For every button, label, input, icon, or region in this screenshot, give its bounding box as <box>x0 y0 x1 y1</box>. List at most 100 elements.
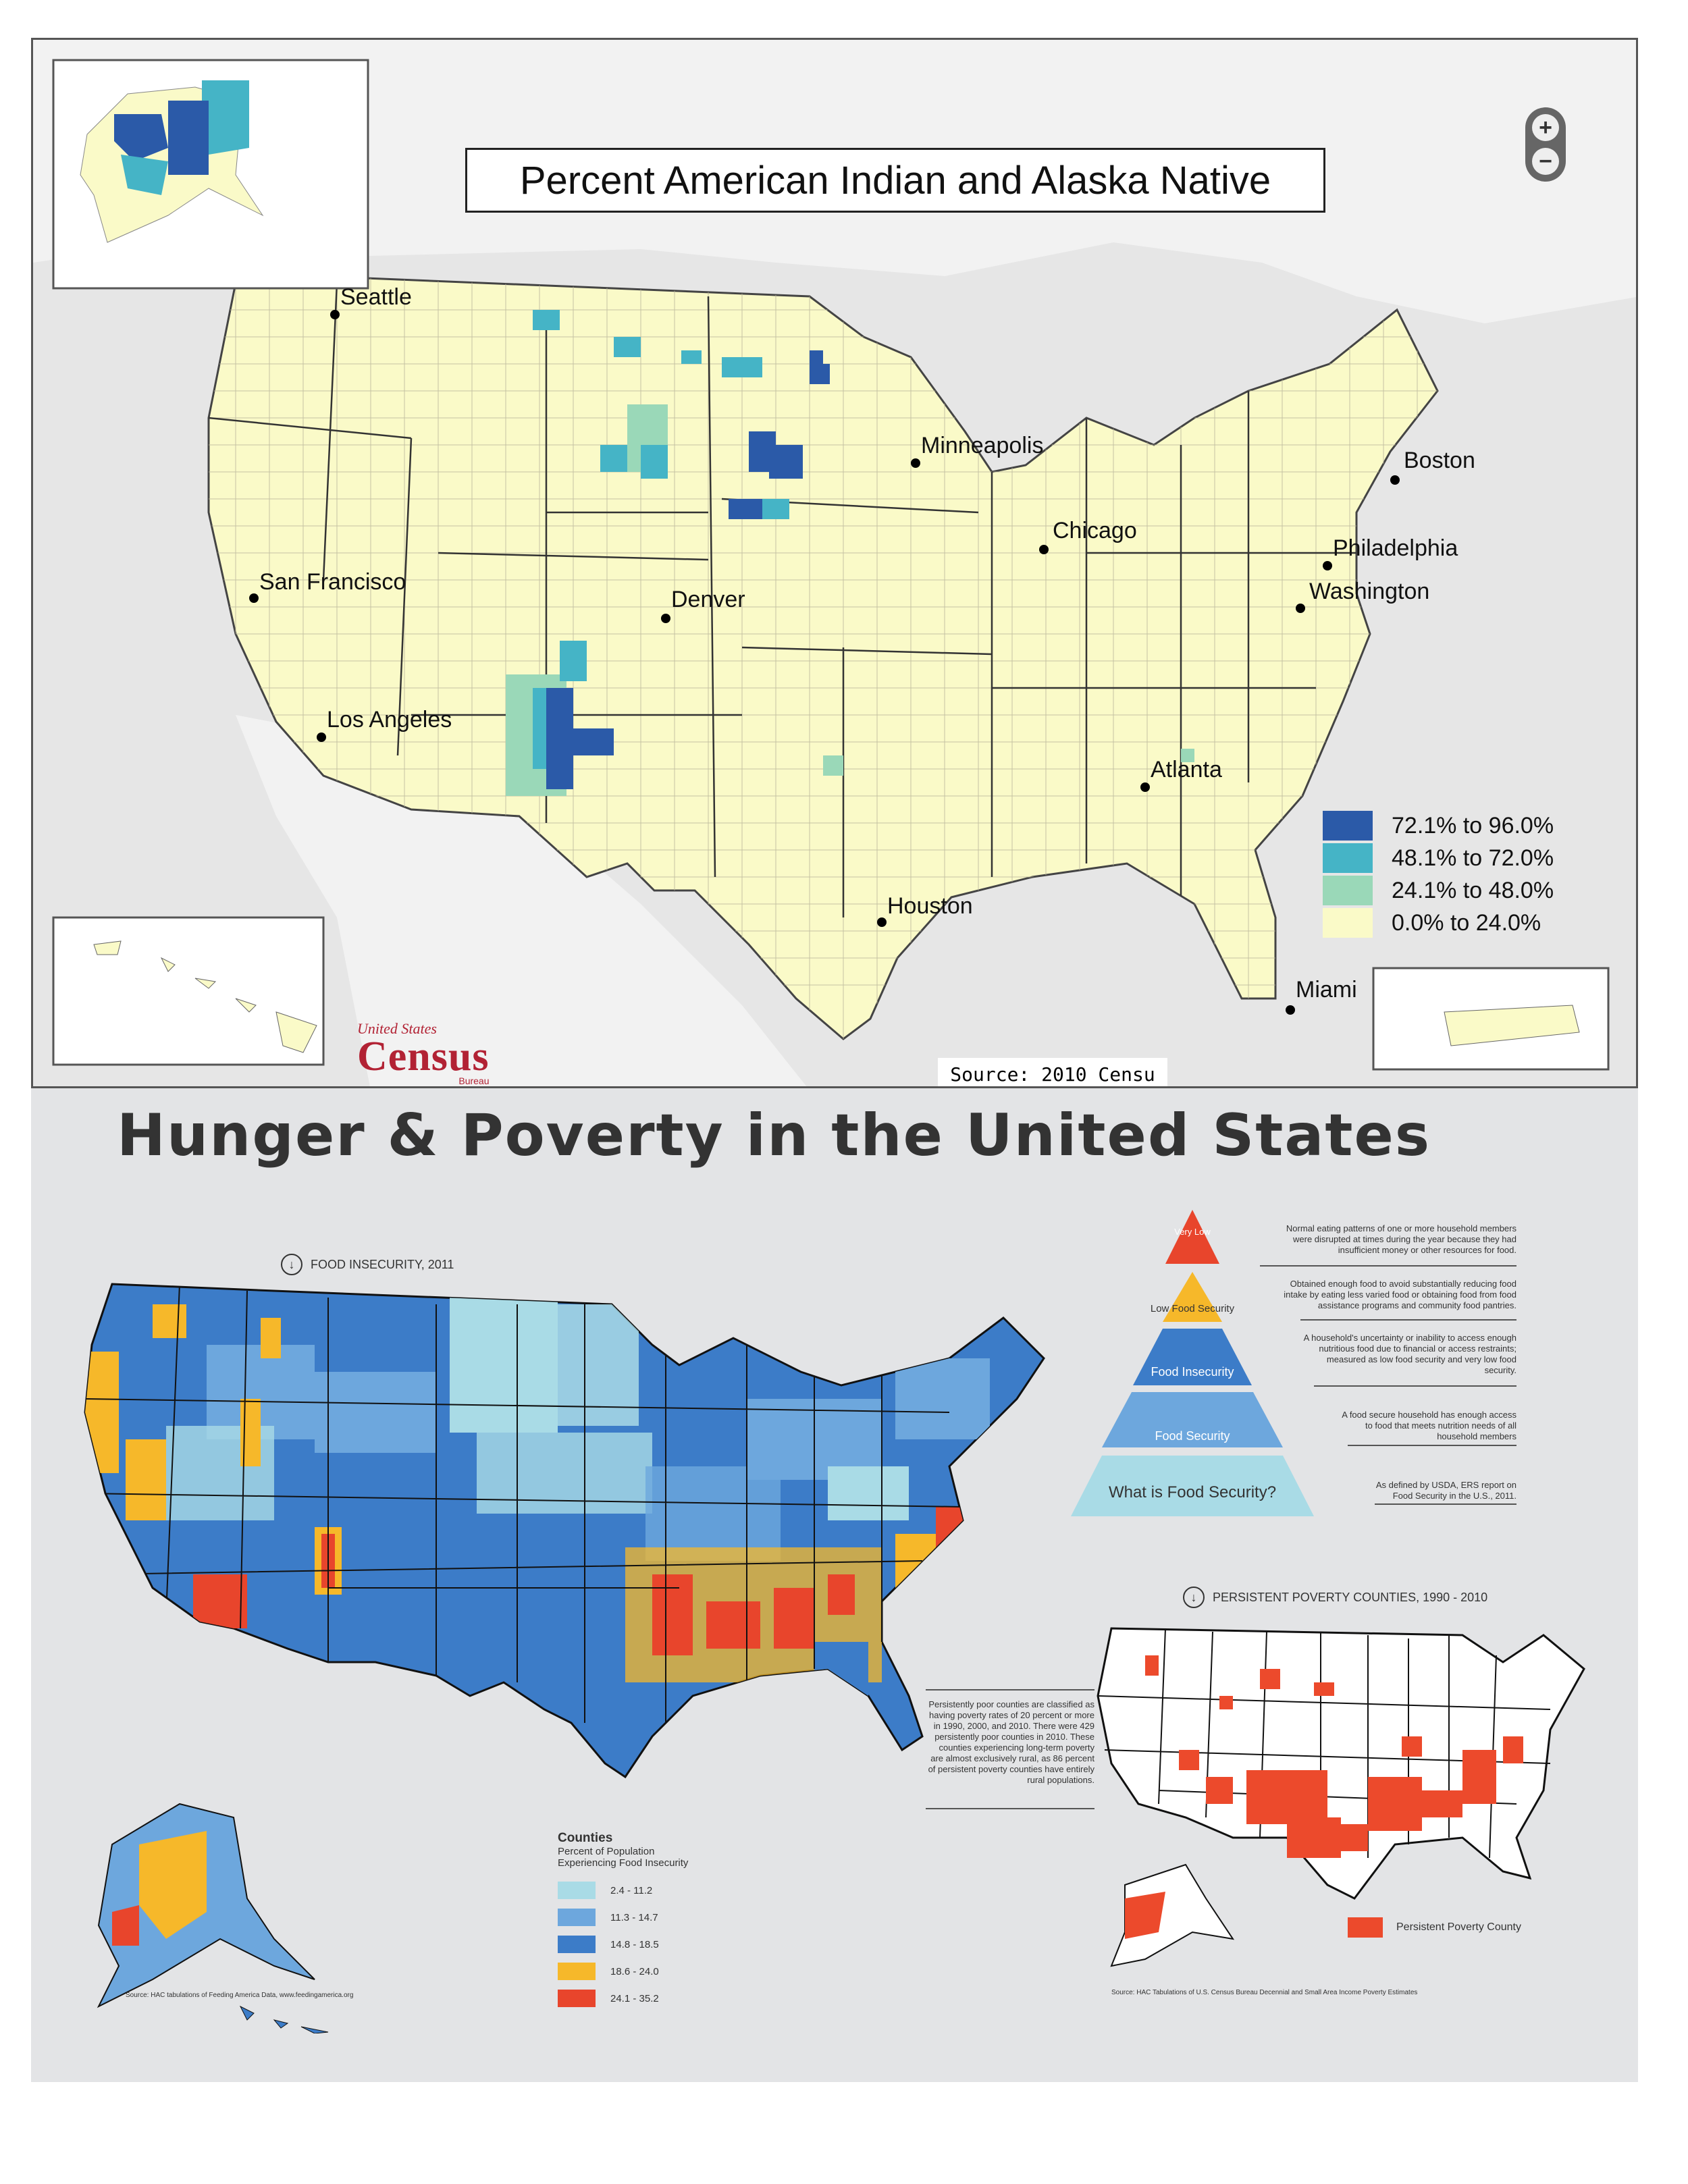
divider-line <box>1375 1503 1516 1505</box>
legend-label: 48.1% to 72.0% <box>1392 845 1554 871</box>
legend-label: 18.6 - 24.0 <box>610 1965 659 1977</box>
fi-legend-item: 24.1 - 35.2 <box>558 1990 659 2007</box>
city-marker <box>1039 545 1049 554</box>
zoom-in-button[interactable]: + <box>1532 114 1559 141</box>
legend-swatch <box>1323 811 1373 841</box>
legend-label: 2.4 - 11.2 <box>610 1884 653 1896</box>
what-is-food-security-description: As defined by USDA, ERS report on Food S… <box>1375 1480 1516 1501</box>
divider-line <box>1260 1265 1516 1267</box>
city-marker <box>1140 782 1150 792</box>
city-label-houston: Houston <box>887 893 973 919</box>
legend-label: 24.1% to 48.0% <box>1392 877 1554 903</box>
heading-text: PERSISTENT POVERTY COUNTIES, 1990 - 2010 <box>1213 1590 1488 1604</box>
legend-item: 72.1% to 96.0% <box>1323 811 1554 841</box>
legend-swatch <box>558 1882 596 1899</box>
city-label-washington: Washington <box>1309 579 1430 604</box>
legend-swatch <box>1348 1917 1383 1938</box>
city-marker <box>1296 604 1305 613</box>
city-label-chicago: Chicago <box>1053 518 1137 543</box>
fi-legend-item: 2.4 - 11.2 <box>558 1882 652 1899</box>
city-label-boston: Boston <box>1404 448 1475 473</box>
food-insecurity-heading: ↓ FOOD INSECURITY, 2011 <box>281 1254 454 1275</box>
city-label-minneapolis: Minneapolis <box>921 433 1044 458</box>
city-label-san-francisco: San Francisco <box>259 569 406 595</box>
fi-legend-subtitle1: Percent of Population <box>558 1846 655 1857</box>
legend-swatch <box>558 1936 596 1953</box>
food-security-description: A food secure household has enough acces… <box>1342 1410 1516 1441</box>
city-marker <box>249 593 259 603</box>
aian-patches <box>506 310 1194 796</box>
city-marker <box>330 310 340 319</box>
legend-label: 11.3 - 14.7 <box>610 1911 658 1923</box>
zoom-out-button[interactable]: − <box>1532 148 1559 175</box>
city-label-philadelphia: Philadelphia <box>1333 535 1458 561</box>
logo-line1: United States <box>357 1020 437 1037</box>
divider-line <box>1300 1319 1516 1321</box>
city-label-seattle: Seattle <box>340 284 412 310</box>
legend-swatch <box>1323 843 1373 873</box>
fi-legend-subtitle2: Experiencing Food Insecurity <box>558 1857 689 1869</box>
pp-legend: Persistent Poverty County <box>1348 1917 1521 1938</box>
heading-text: FOOD INSECURITY, 2011 <box>311 1257 454 1271</box>
pyramid-very-low: Very Low <box>1174 1227 1211 1237</box>
pyramid-food-security: Food Security <box>1155 1429 1230 1443</box>
divider-line <box>926 1689 1094 1690</box>
city-marker <box>1390 475 1400 485</box>
divider-line <box>1348 1445 1516 1446</box>
legend-swatch <box>558 1990 596 2007</box>
low-food-security-description: Obtained enough food to avoid substantia… <box>1284 1279 1516 1310</box>
divider-line <box>926 1808 1094 1809</box>
hunger-poverty-infographic: Hunger & Poverty in the United States ↓ … <box>31 1088 1638 2082</box>
persistent-poverty-description: Persistently poor counties are classifie… <box>928 1699 1094 1785</box>
logo-line2: Census <box>357 1034 490 1080</box>
legend-label: 24.1 - 35.2 <box>610 1992 659 2004</box>
fi-legend-title: Counties <box>558 1831 613 1845</box>
aian-map-svg <box>33 40 1636 1086</box>
down-arrow-icon: ↓ <box>281 1254 302 1275</box>
legend-swatch <box>558 1909 596 1926</box>
legend-item: 0.0% to 24.0% <box>1323 908 1541 938</box>
logo-line3: Bureau <box>458 1075 490 1086</box>
legend-swatch <box>558 1963 596 1980</box>
down-arrow-icon: ↓ <box>1183 1587 1205 1608</box>
city-label-miami: Miami <box>1296 977 1357 1003</box>
legend-label: 0.0% to 24.0% <box>1392 909 1541 936</box>
food-insecurity-map <box>84 1283 1045 2033</box>
aian-map-panel[interactable]: Percent American Indian and Alaska Nativ… <box>31 38 1638 1088</box>
legend-item: 24.1% to 48.0% <box>1323 876 1554 905</box>
divider-line <box>1314 1385 1516 1387</box>
legend-swatch <box>1323 876 1373 905</box>
food-insecurity-description: A household's uncertainty or inability t… <box>1303 1333 1516 1375</box>
source-left: Source: HAC tabulations of Feeding Ameri… <box>126 1992 354 1999</box>
census-bureau-logo: United States Census Bureau <box>357 1020 490 1086</box>
source-right: Source: HAC Tabulations of U.S. Census B… <box>1111 1989 1418 1996</box>
city-marker <box>661 614 670 623</box>
pyramid-food-insecurity: Food Insecurity <box>1151 1365 1234 1379</box>
fi-legend-item: 18.6 - 24.0 <box>558 1963 659 1980</box>
pyramid-what-is-food-security: What is Food Security? <box>1108 1483 1277 1501</box>
city-marker <box>317 733 326 742</box>
very-low-description: Normal eating patterns of one or more ho… <box>1286 1223 1516 1255</box>
zoom-control: + − <box>1525 107 1566 182</box>
legend-label: Persistent Poverty County <box>1396 1921 1521 1933</box>
fi-legend-item: 11.3 - 14.7 <box>558 1909 658 1926</box>
persistent-poverty-heading: ↓ PERSISTENT POVERTY COUNTIES, 1990 - 20… <box>1183 1587 1487 1608</box>
city-marker <box>877 917 887 927</box>
fi-legend-item: 14.8 - 18.5 <box>558 1936 659 1953</box>
city-label-atlanta: Atlanta <box>1151 757 1222 782</box>
city-marker <box>911 458 920 468</box>
legend-label: 14.8 - 18.5 <box>610 1938 659 1950</box>
legend-swatch <box>1323 908 1373 938</box>
legend-label: 72.1% to 96.0% <box>1392 812 1554 838</box>
city-label-denver: Denver <box>671 587 745 612</box>
city-marker <box>1286 1005 1295 1015</box>
food-security-pyramid <box>1071 1210 1314 1516</box>
persistent-poverty-map <box>1097 1627 1585 1967</box>
infographic-title: Hunger & Poverty in the United States <box>116 1102 1431 1169</box>
legend-item: 48.1% to 72.0% <box>1323 843 1554 873</box>
source-note: Source: 2010 Censu <box>938 1058 1167 1086</box>
map-title: Percent American Indian and Alaska Nativ… <box>465 148 1325 213</box>
pyramid-low-food-security: Low Food Security <box>1150 1303 1235 1314</box>
city-label-los-angeles: Los Angeles <box>327 707 452 733</box>
fi-legend-header: Counties Percent of Population Experienc… <box>558 1831 688 1869</box>
